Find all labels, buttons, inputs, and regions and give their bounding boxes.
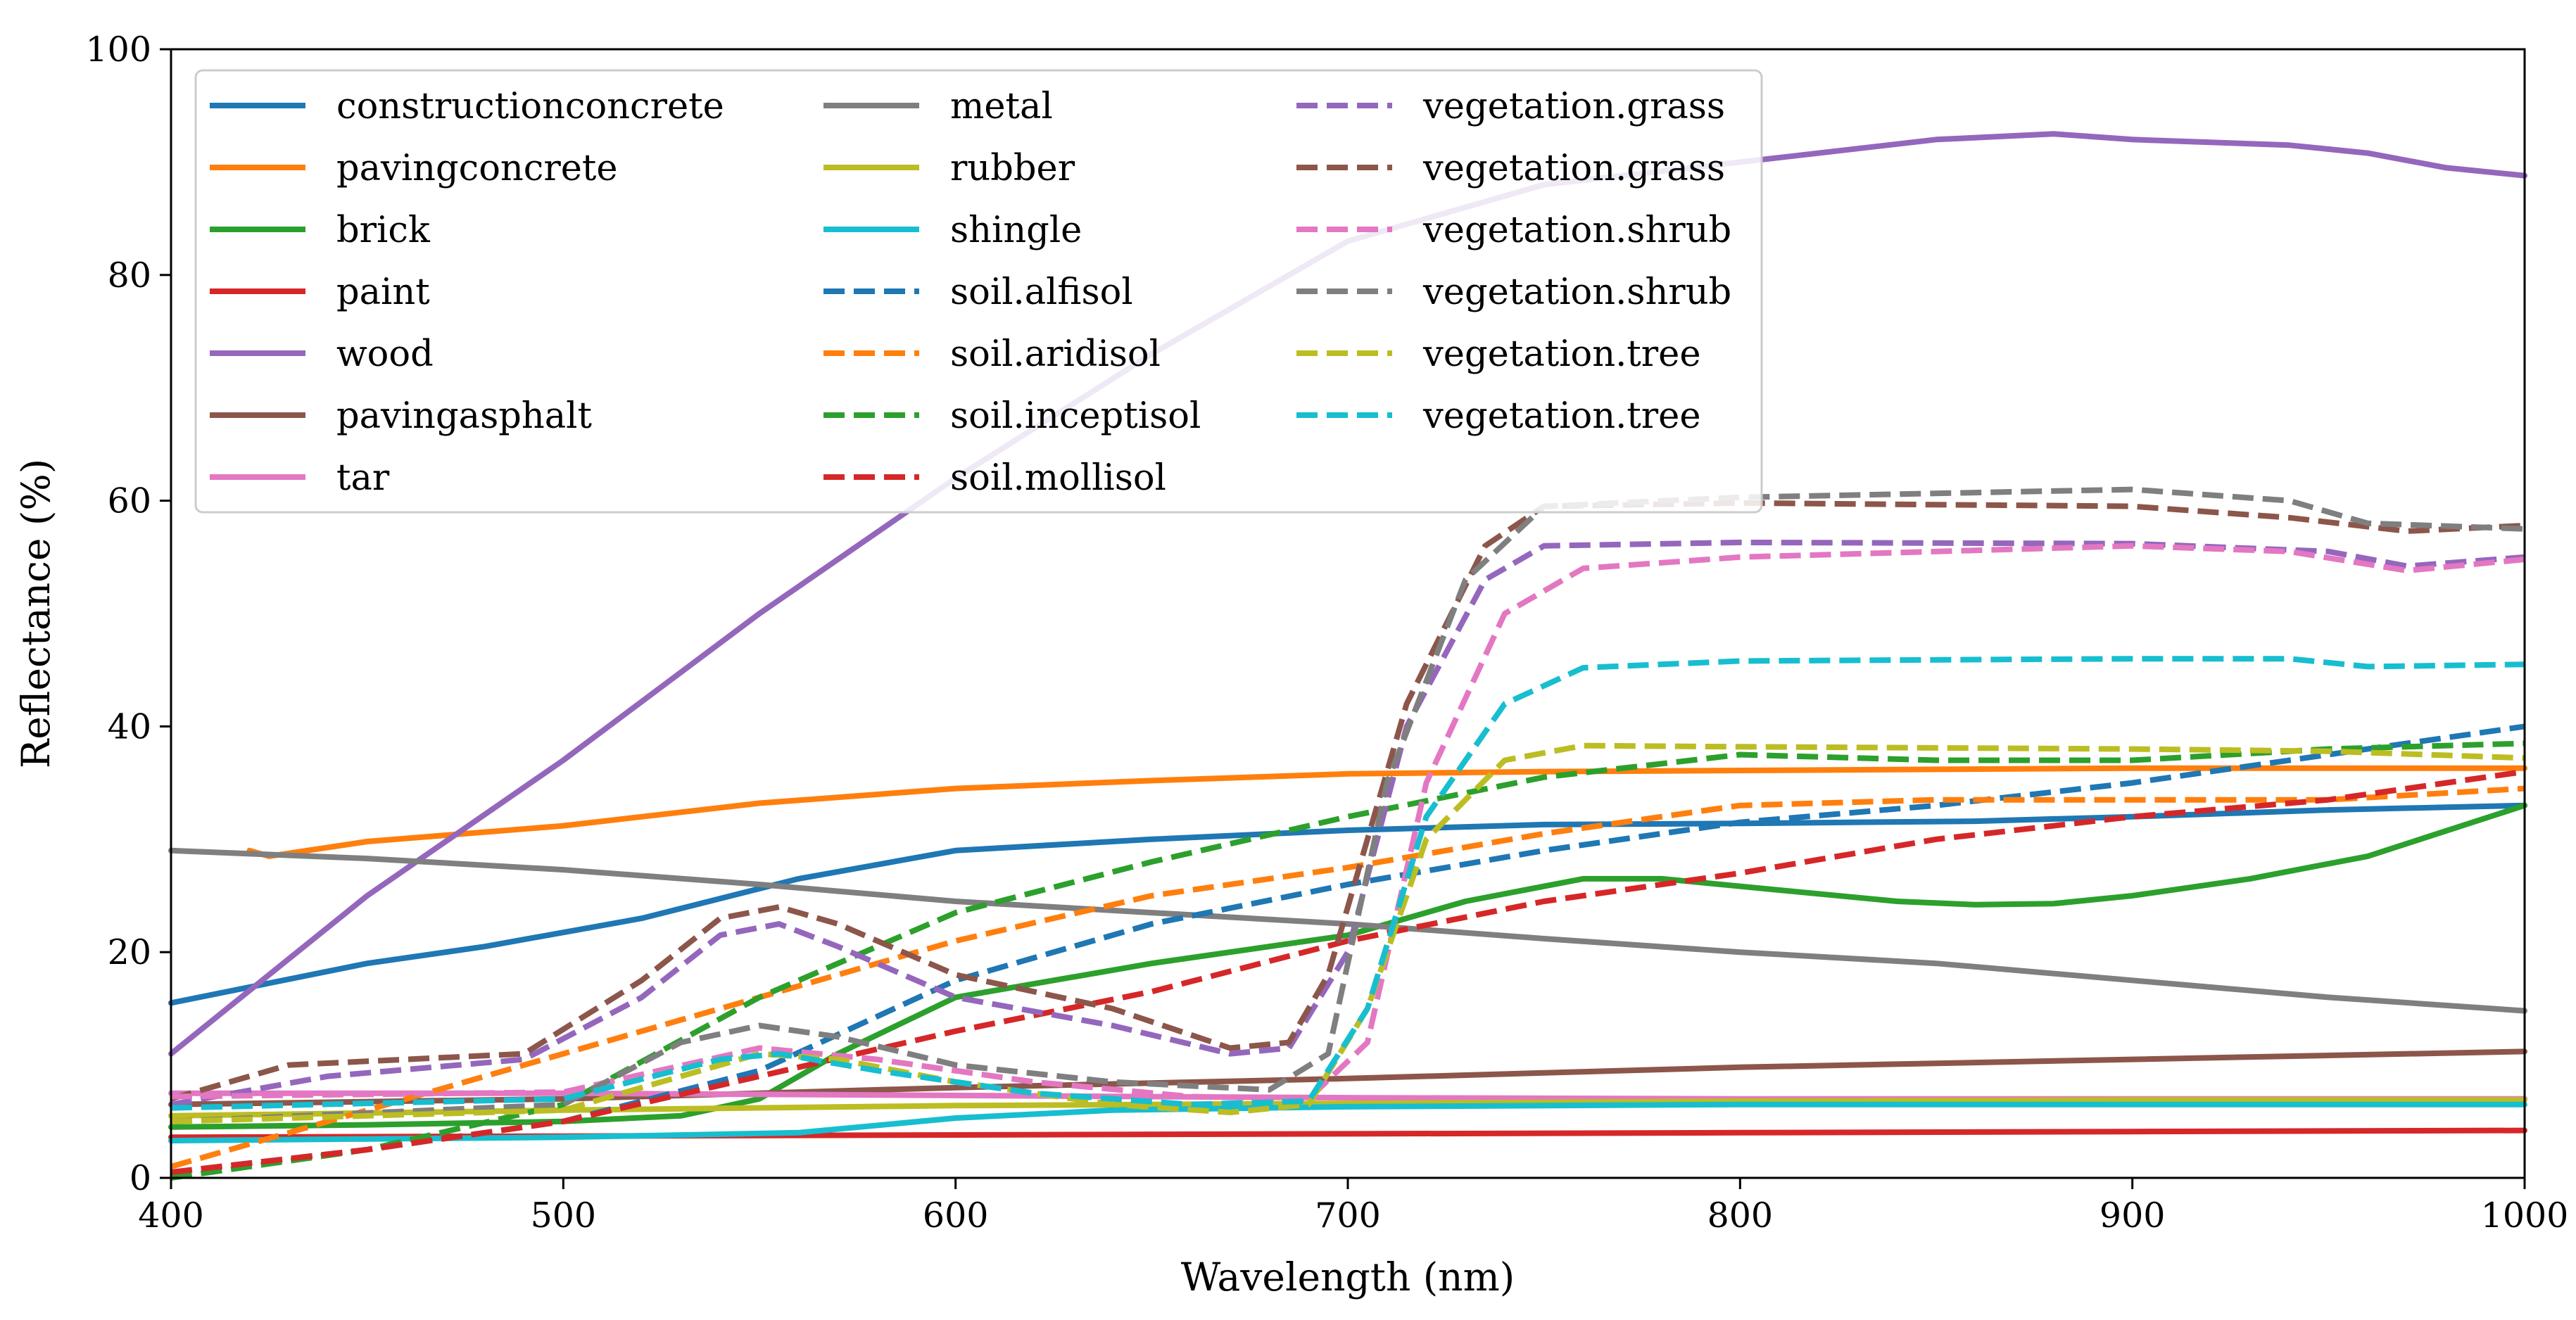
legend-label-13: soil.mollisol — [950, 457, 1166, 499]
series-line-soil-inceptisol-12 — [170, 740, 2525, 1181]
series-line-rubber-8 — [168, 1097, 2527, 1119]
legend-label-2: brick — [336, 210, 431, 251]
y-tick-label-80: 80 — [108, 255, 151, 296]
y-tick-label-100: 100 — [85, 30, 151, 70]
legend-label-18: vegetation.tree — [1422, 334, 1701, 375]
x-tick-label-900: 900 — [2100, 1195, 2166, 1236]
series-line-vegetation-shrub-16 — [170, 542, 2525, 1102]
series-line-metal-7 — [168, 847, 2527, 1014]
series-line-soil-aridisol-11 — [170, 785, 2525, 1169]
series-line-vegetation-tree-19 — [170, 656, 2525, 1111]
series-line-brick-2 — [168, 802, 2527, 1130]
legend-label-8: rubber — [950, 148, 1075, 189]
y-tick-label-40: 40 — [108, 706, 151, 747]
x-tick-label-400: 400 — [138, 1195, 204, 1236]
legend-label-7: metal — [950, 86, 1053, 127]
legend: constructionconcrete pavingconcrete brick p… — [194, 69, 1763, 514]
legend-label-11: soil.aridisol — [950, 334, 1161, 375]
legend-label-16: vegetation.shrub — [1422, 210, 1731, 251]
y-tick-label-0: 0 — [130, 1158, 151, 1198]
legend-label-3: paint — [336, 272, 430, 313]
y-tick-label-20: 20 — [108, 932, 151, 972]
axes-ticks: 400 500 600 700 800 900 1000 0 20 40 60 80 100 — [85, 30, 2568, 1236]
series-line-vegetation-tree-18 — [170, 742, 2525, 1124]
x-tick-label-800: 800 — [1707, 1195, 1774, 1236]
series-line-soil-mollisol-13 — [170, 768, 2525, 1175]
x-tick-label-500: 500 — [531, 1195, 597, 1236]
series-line-vegetation-shrub-17 — [170, 486, 2525, 1124]
legend-label-6: tar — [336, 457, 390, 499]
series-line-vegetation-grass-15 — [170, 500, 2525, 1102]
legend-label-10: soil.alfisol — [950, 272, 1133, 313]
y-tick-label-60: 60 — [108, 481, 151, 521]
series-layer — [168, 131, 2527, 1181]
y-axis-title: Reflectance (%) — [13, 459, 58, 768]
series-line-pavingasphalt-5 — [168, 1048, 2527, 1108]
legend-label-19: vegetation.tree — [1422, 395, 1701, 437]
legend-label-9: shingle — [950, 210, 1082, 251]
legend-label-4: wood — [336, 334, 434, 375]
legend-label-12: soil.inceptisol — [950, 395, 1201, 437]
series-line-vegetation-grass-14 — [170, 539, 2525, 1108]
x-tick-label-600: 600 — [923, 1195, 989, 1236]
legend-label-5: pavingasphalt — [336, 395, 592, 437]
x-tick-label-1000: 1000 — [2481, 1195, 2569, 1236]
legend-label-15: vegetation.grass — [1422, 148, 1725, 189]
legend-label-17: vegetation.shrub — [1422, 272, 1731, 313]
legend-label-1: pavingconcrete — [336, 148, 618, 189]
legend-label-14: vegetation.grass — [1422, 86, 1725, 127]
series-line-pavingconcrete-1 — [246, 765, 2527, 859]
x-axis-title: Wavelength (nm) — [1181, 1255, 1515, 1300]
legend-box — [194, 69, 1763, 514]
legend-label-0: constructionconcrete — [336, 86, 724, 127]
series-line-shingle-9 — [168, 1101, 2527, 1144]
x-tick-label-700: 700 — [1315, 1195, 1381, 1236]
